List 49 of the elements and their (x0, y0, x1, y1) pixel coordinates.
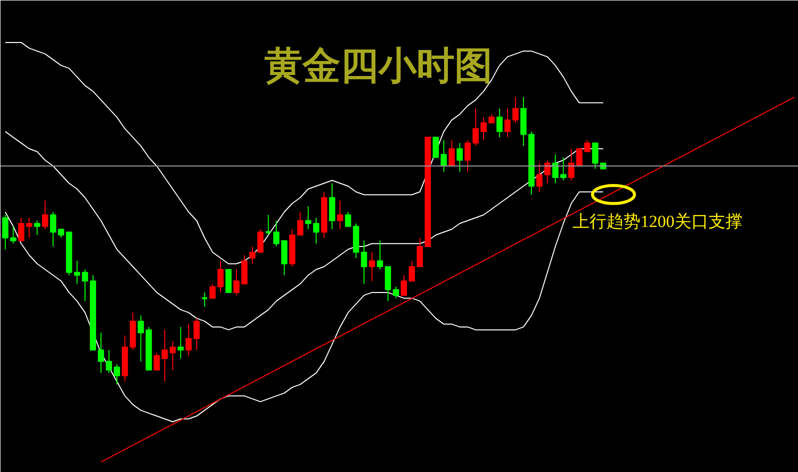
candlestick (74, 260, 80, 284)
candlestick (194, 318, 200, 350)
candlestick (217, 260, 224, 293)
candlestick (416, 237, 423, 268)
candlestick (42, 200, 48, 230)
candlestick (408, 260, 415, 282)
candlestick (297, 212, 304, 236)
candlestick (178, 326, 184, 360)
candlestick (456, 142, 463, 172)
candlestick (344, 212, 352, 227)
candlestick (233, 268, 240, 296)
chart-title: 黄金四小时图 (264, 46, 492, 88)
candlestick (106, 349, 112, 374)
candlestick (544, 160, 550, 184)
candlestick (400, 274, 407, 296)
candlestick (376, 240, 384, 270)
candlestick (241, 254, 248, 284)
candlestick (592, 142, 598, 170)
candlestick (504, 108, 511, 138)
candlestick (82, 268, 88, 302)
candlestick (114, 364, 120, 385)
candlestick (448, 140, 455, 167)
candlestick (392, 286, 400, 299)
candlestick (10, 226, 16, 244)
candlestick (384, 266, 392, 302)
candlestick (249, 246, 256, 264)
candlestick (472, 108, 479, 146)
candlestick (464, 140, 471, 172)
candlestick (34, 220, 40, 236)
candlestick (98, 332, 104, 374)
candlestick (305, 206, 312, 230)
candlestick (536, 162, 542, 192)
candlestick (186, 324, 192, 356)
candlestick (257, 228, 264, 253)
candlestick (512, 96, 519, 124)
candlestick (201, 292, 208, 308)
candlestick (496, 108, 503, 138)
candlestick (2, 214, 8, 250)
candlestick (264, 214, 272, 236)
annotation: 上行趋势1200关口支撑 (572, 212, 742, 231)
candlestick (337, 200, 344, 230)
candlestick (360, 240, 368, 284)
candlestick (313, 217, 320, 244)
candlestick (480, 116, 487, 141)
candlestick (329, 182, 336, 230)
candlestick (225, 268, 232, 293)
candlestick (368, 252, 376, 282)
candlestick (209, 283, 216, 299)
candlestick (50, 212, 56, 247)
